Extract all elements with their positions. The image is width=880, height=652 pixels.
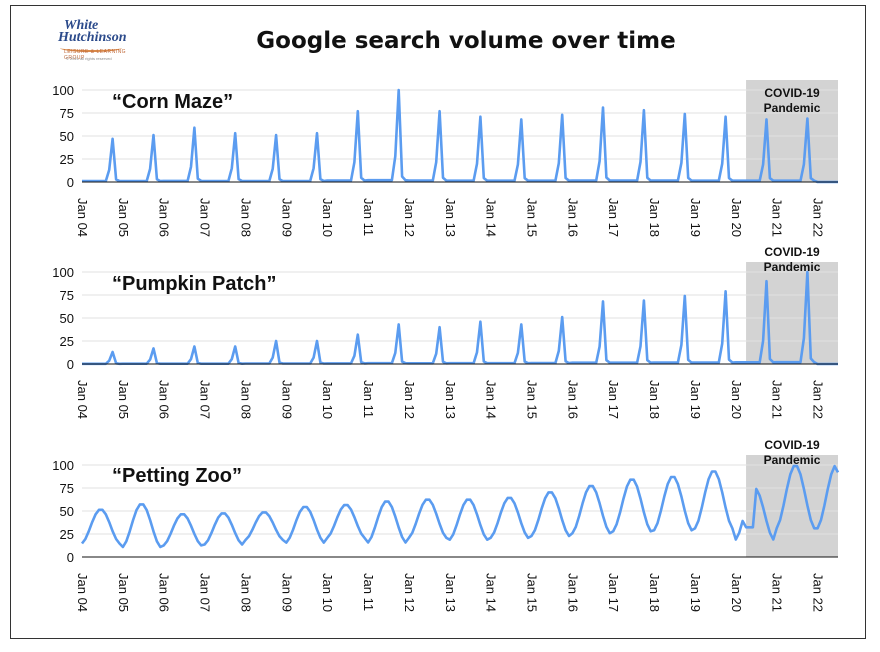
chart-1: 0 25 50 75 100 Jan 04 Jan 05 Jan 06 Jan 07 Jan 08… <box>52 80 838 237</box>
x-tick-label: Jan 05 <box>116 573 131 612</box>
covid-annotation: COVID-19 <box>764 438 820 452</box>
x-tick-label: Jan 19 <box>688 198 703 237</box>
chart-title: “Corn Maze” <box>112 91 233 113</box>
x-tick-label: Jan 05 <box>116 198 131 237</box>
y-tick-label: 75 <box>60 481 74 496</box>
series-line <box>80 464 840 549</box>
x-tick-label: Jan 17 <box>606 380 621 419</box>
x-tick-label: Jan 10 <box>320 573 335 612</box>
x-tick-label: Jan 15 <box>525 380 540 419</box>
x-tick-label: Jan 15 <box>525 198 540 237</box>
x-tick-label: Jan 09 <box>279 380 294 419</box>
x-tick-label: Jan 04 <box>75 573 90 612</box>
chart-3: 0 25 50 75 100 Jan 04 Jan 05 Jan 06 Jan 07 Jan 08… <box>52 438 840 612</box>
x-tick-label: Jan 11 <box>361 380 376 418</box>
y-tick-label: 25 <box>60 527 74 542</box>
x-tick-label: Jan 07 <box>198 573 213 612</box>
x-tick-label: Jan 10 <box>320 198 335 237</box>
x-tick-label: Jan 16 <box>565 380 580 419</box>
covid-annotation: Pandemic <box>764 101 821 115</box>
y-tick-label: 100 <box>52 458 74 473</box>
logo-copyright: © 2021 all rights reserved <box>66 56 112 61</box>
x-tick-label: Jan 22 <box>811 198 826 237</box>
chart-2: 0 25 50 75 100 Jan 04 Jan 05 Jan 06 Jan 07 Jan 08… <box>52 245 838 419</box>
x-tick-label: Jan 21 <box>770 198 785 237</box>
x-tick-label: Jan 08 <box>238 198 253 237</box>
x-tick-label: Jan 18 <box>647 573 662 612</box>
x-tick-label: Jan 04 <box>75 198 90 237</box>
x-tick-label: Jan 12 <box>402 380 417 419</box>
x-tick-label: Jan 11 <box>361 198 376 236</box>
x-tick-label: Jan 20 <box>729 380 744 419</box>
x-tick-label: Jan 14 <box>484 198 499 237</box>
covid-annotation: COVID-19 <box>764 86 820 100</box>
y-tick-label: 0 <box>67 357 74 372</box>
y-tick-label: 50 <box>60 129 74 144</box>
x-tick-label: Jan 09 <box>279 198 294 237</box>
series-line <box>82 88 838 184</box>
x-tick-label: Jan 15 <box>525 573 540 612</box>
x-tick-label: Jan 22 <box>811 573 826 612</box>
x-tick-label: Jan 19 <box>688 573 703 612</box>
y-tick-label: 75 <box>60 106 74 121</box>
y-tick-label: 25 <box>60 152 74 167</box>
logo-line-1: White <box>64 18 99 33</box>
x-tick-label: Jan 06 <box>157 198 172 237</box>
y-tick-label: 0 <box>67 175 74 190</box>
logo-line-2: Hutchinson <box>58 30 127 45</box>
x-tick-label: Jan 16 <box>565 198 580 237</box>
x-tick-label: Jan 07 <box>198 380 213 419</box>
x-tick-label: Jan 12 <box>402 198 417 237</box>
x-tick-label: Jan 07 <box>198 198 213 237</box>
x-tick-label: Jan 06 <box>157 380 172 419</box>
company-logo: White Hutchinson LEISURE & LEARNING GROU… <box>58 16 128 62</box>
covid-shaded-region <box>746 80 838 182</box>
y-tick-label: 50 <box>60 504 74 519</box>
x-tick-label: Jan 17 <box>606 198 621 237</box>
x-tick-label: Jan 18 <box>647 380 662 419</box>
x-tick-label: Jan 10 <box>320 380 335 419</box>
x-tick-label: Jan 14 <box>484 380 499 419</box>
x-tick-label: Jan 12 <box>402 573 417 612</box>
page-title: Google search volume over time <box>256 28 676 54</box>
x-tick-label: Jan 16 <box>565 573 580 612</box>
y-tick-label: 25 <box>60 334 74 349</box>
chart-title: “Pumpkin Patch” <box>112 273 276 295</box>
y-tick-label: 75 <box>60 288 74 303</box>
x-tick-label: Jan 04 <box>75 380 90 419</box>
x-tick-label: Jan 20 <box>729 198 744 237</box>
x-tick-label: Jan 08 <box>238 573 253 612</box>
y-tick-label: 50 <box>60 311 74 326</box>
x-tick-label: Jan 21 <box>770 573 785 612</box>
x-tick-label: Jan 19 <box>688 380 703 419</box>
y-tick-label: 0 <box>67 550 74 565</box>
logo-swoosh-icon <box>60 44 122 52</box>
x-tick-label: Jan 21 <box>770 380 785 419</box>
x-tick-label: Jan 08 <box>238 380 253 419</box>
x-tick-label: Jan 13 <box>443 573 458 612</box>
x-tick-label: Jan 22 <box>811 380 826 419</box>
x-tick-label: Jan 11 <box>361 573 376 611</box>
covid-annotation: COVID-19 <box>764 245 820 259</box>
chart-title: “Petting Zoo” <box>112 465 242 487</box>
y-tick-label: 100 <box>52 83 74 98</box>
x-tick-label: Jan 09 <box>279 573 294 612</box>
covid-annotation: Pandemic <box>764 260 821 274</box>
x-tick-label: Jan 17 <box>606 573 621 612</box>
x-tick-label: Jan 05 <box>116 380 131 419</box>
y-tick-label: 100 <box>52 265 74 280</box>
x-tick-label: Jan 14 <box>484 573 499 612</box>
x-tick-label: Jan 20 <box>729 573 744 612</box>
x-tick-label: Jan 13 <box>443 380 458 419</box>
x-tick-label: Jan 13 <box>443 198 458 237</box>
x-tick-label: Jan 18 <box>647 198 662 237</box>
covid-annotation: Pandemic <box>764 453 821 467</box>
x-tick-label: Jan 06 <box>157 573 172 612</box>
covid-shaded-region <box>746 262 838 364</box>
logo-tagline: LEISURE & LEARNING GROUP <box>64 49 127 61</box>
